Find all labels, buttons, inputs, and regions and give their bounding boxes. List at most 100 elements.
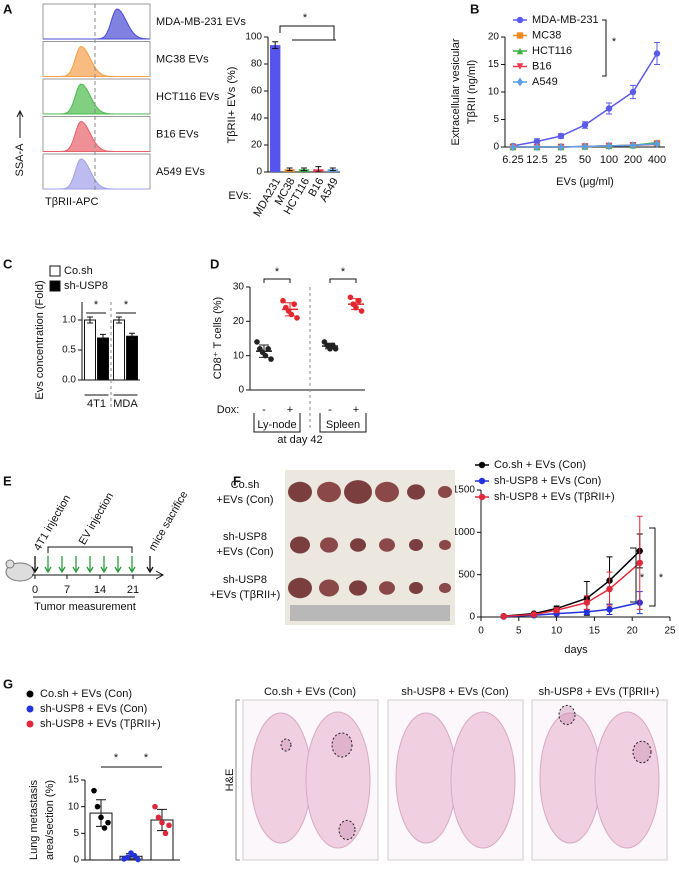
event-bracket [47,546,133,553]
histogram [43,83,150,115]
y-axis-label: area/section (%) [44,780,56,860]
bar [84,319,96,381]
x-tick-label: 20 [627,626,639,637]
y-tick-label: 10 [68,801,80,812]
x-tick-label: 25 [555,154,567,166]
y-axis-label: CD8⁺ T cells (%) [212,297,224,379]
group-label: +EVs (Con) [216,546,273,558]
metastasis-outline [331,732,353,758]
legend-marker [516,32,524,39]
data-point [101,825,108,831]
histogram [43,158,150,190]
x-tick-label: - [328,404,332,416]
data-point [91,787,97,794]
group-label: Co.sh [231,479,260,491]
sample-label: A549 EVs [156,166,205,178]
data-point [294,315,300,321]
y-tick-label: 0 [469,612,475,623]
x-tick-label: 400 [648,154,666,166]
x-tick-label: 5 [516,626,522,637]
lung-lobe [539,712,601,844]
panel-label: B [470,1,479,16]
sample-label: B16 EVs [156,128,199,140]
injection-arrow [58,556,66,574]
stain-label: H&E [224,769,236,792]
data-point [155,814,162,821]
panel-label: E [3,473,12,488]
bar [113,319,125,381]
data-point [530,611,538,618]
injection-arrow [72,556,80,574]
y-axis-label: TβRII (ng/ml) [466,60,478,124]
tumor [317,481,341,503]
legend-label: MDA-MB-231 [532,14,599,26]
x-tick-label: - [262,404,266,416]
x-tick-label: 25 [664,626,676,637]
x-tick-label: 15 [589,626,601,637]
legend-marker [26,720,34,728]
significance-bracket [263,278,291,283]
y-tick-label: 10 [233,350,245,361]
y-tick-label: 0.5 [62,345,76,356]
lung-lobe [305,711,371,849]
annotation: * [303,12,308,24]
tumor [409,539,423,551]
histogram [43,45,150,77]
day-label: 14 [94,584,106,596]
data-point [533,142,541,152]
data-point [583,599,591,606]
group-bracket [253,413,301,433]
annotation: * [659,572,664,584]
metastasis-outline [558,704,576,726]
error-bar [100,333,106,343]
x-axis-label: days [564,644,588,656]
legend-marker [516,16,524,24]
legend-label: MC38 [532,29,561,41]
x-tick-label: + [353,404,359,416]
legend-swatch [49,280,61,292]
legend-label: sh-USP8 + EVs (Con) [40,703,147,715]
legend-marker [478,493,486,501]
data-point [583,608,591,616]
significance-bracket [649,527,656,607]
x-tick-label: 0 [478,626,484,637]
injection-arrow [86,556,94,574]
bar [126,335,138,381]
data-point [332,346,339,352]
image-title: sh-USP8 + EVs (TβRII+) [539,686,660,698]
series-line [503,562,641,618]
day-label: 7 [64,584,70,596]
legend-label: Co.sh + EVs (Con) [494,459,586,471]
injection-arrow [128,556,136,574]
y-axis-label: Lung metastasis [28,779,40,860]
histogram [43,120,150,152]
data-point [553,607,560,614]
group-label: +EVs (Con) [216,494,273,506]
data-point [653,139,661,148]
data-point [606,606,613,613]
tumor [288,577,312,599]
significance-bracket [279,25,336,41]
data-point [159,819,165,826]
error-bar [272,41,279,49]
y-tick-label: 20 [488,32,500,43]
ruler [290,605,450,621]
tumor [344,480,372,504]
data-point [653,50,661,57]
x-tick-label: 10 [551,626,563,637]
tumor [375,481,399,503]
y-tick-label: 0 [256,167,262,178]
x-tick-label: 50 [579,154,591,166]
tumor [350,538,366,552]
tumor [319,579,339,597]
error-bar [351,298,361,311]
y-tick-label: 100 [245,32,262,43]
legend-marker [478,461,486,469]
data-point [254,339,260,345]
group-bracket [319,413,367,433]
data-point [636,559,643,567]
legend-marker [478,477,486,485]
error-bar [315,166,322,173]
injection-arrow [44,556,52,574]
